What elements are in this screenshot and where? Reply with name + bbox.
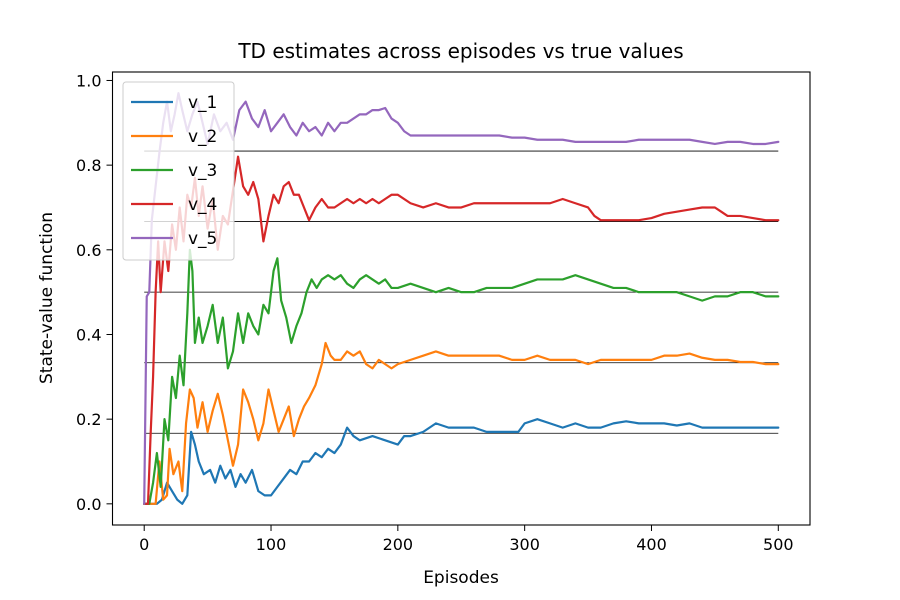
x-tick-label: 400 [636,535,667,554]
legend-label-v-3: v_3 [188,161,217,181]
y-tick-label: 0.8 [76,156,101,175]
legend-label-v-2: v_2 [188,127,217,147]
series-line-v-2 [143,341,780,505]
y-tick-label: 0.4 [76,325,101,344]
x-tick-label: 100 [256,535,287,554]
y-tick-label: 1.0 [76,71,101,90]
legend-label-v-4: v_4 [188,195,217,215]
chart-title: TD estimates across episodes vs true val… [237,39,683,63]
legend-label-v-1: v_1 [188,93,217,113]
series-line-v-1 [143,418,780,505]
series-line-v-4 [143,155,780,505]
x-axis-label: Episodes [423,568,499,588]
y-tick-label: 0.6 [76,241,101,260]
legend-label-v-5: v_5 [188,229,217,249]
x-tick-label: 200 [383,535,414,554]
series-line-v-3 [143,248,780,505]
legend: v_1 v_2 v_3 v_4 v_5 [122,81,235,261]
legend-box [122,81,235,261]
y-axis-label: State-value function [37,212,57,384]
x-tick-label: 500 [763,535,794,554]
x-tick-label: 300 [509,535,540,554]
x-tick-label: 0 [139,535,149,554]
series-lines [143,92,780,505]
y-tick-label: 0.2 [76,410,101,429]
plot-frame [111,71,811,526]
y-tick-label: 0.0 [76,495,101,514]
y-axis-ticks: 0.0 0.2 0.4 0.6 0.8 1.0 [76,71,113,514]
x-axis-ticks: 0 100 200 300 400 500 [139,525,794,554]
